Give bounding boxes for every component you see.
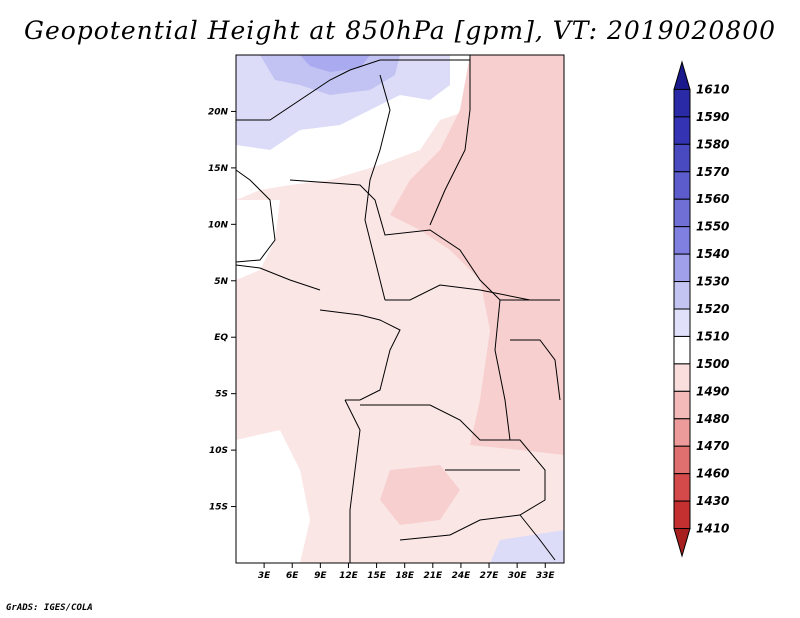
lon-label: 27E — [480, 571, 500, 581]
border-line — [510, 339, 561, 401]
colorbar-segment — [673, 143, 691, 173]
lat-label: 20N — [208, 107, 229, 117]
colorbar-segment — [673, 171, 691, 200]
colorbar-label: 1590 — [696, 110, 729, 124]
border-line — [429, 109, 471, 226]
colorbar-segment — [673, 473, 691, 502]
border-line — [235, 264, 321, 291]
colorbar-segment — [673, 88, 691, 118]
lat-label: EQ — [214, 333, 228, 343]
colorbar-label: 1510 — [696, 329, 729, 343]
lon-label: 3E — [258, 571, 271, 581]
colorbar-segment — [673, 226, 691, 255]
white-region-sw — [236, 430, 310, 563]
lon-label: 24E — [452, 571, 472, 581]
map-frame — [235, 54, 565, 564]
lon-label: 6E — [286, 571, 299, 581]
colorbar-segment — [673, 281, 691, 310]
colorbar-label: 1490 — [696, 384, 729, 398]
pink-region-east — [390, 55, 564, 455]
border-line — [360, 404, 546, 541]
colorbar-label: 1470 — [696, 439, 729, 453]
lat-label: 10S — [209, 446, 228, 456]
colorbar-segment — [673, 198, 691, 228]
border-line — [319, 309, 401, 401]
lon-label: 30E — [508, 571, 528, 581]
map-title: Geopotential Height at 850hPa [gpm], VT:… — [23, 16, 777, 45]
colorbar-segment — [673, 60, 691, 90]
latitude-axis: 20N 15N 10N 5N EQ 5S 10S 15S — [208, 107, 236, 513]
colorbar-label: 1460 — [696, 467, 729, 481]
lon-label: 33E — [536, 571, 556, 581]
longitude-axis: 3E 6E 9E 12E 15E 18E 21E 24E 27E 30E 33E — [258, 563, 556, 581]
country-borders — [235, 55, 561, 563]
grads-credit: GrADS: IGES/COLA — [6, 603, 93, 613]
border-line — [344, 399, 361, 563]
colorbar-label: 1500 — [696, 357, 729, 371]
colorbar-label: 1410 — [696, 522, 729, 536]
colorbar-segment — [673, 116, 691, 145]
border-line — [236, 59, 470, 121]
colorbar-label: 1570 — [696, 165, 729, 179]
border-line — [494, 299, 511, 441]
border-line — [364, 74, 391, 301]
lat-label: 15S — [209, 503, 228, 513]
colorbar-segment — [673, 418, 691, 447]
border-line — [385, 284, 531, 301]
lon-label: 15E — [367, 571, 387, 581]
colorbar-label: 1540 — [696, 247, 729, 261]
colorbar: 1610 1590 1580 1570 1560 1550 1540 1530 1520 1510… — [673, 60, 729, 558]
colorbar-segment — [673, 308, 691, 337]
colorbar-segment — [673, 528, 691, 558]
border-line — [235, 169, 276, 263]
lat-label: 10N — [208, 220, 229, 230]
colorbar-segment — [673, 390, 691, 420]
lat-label: 15N — [208, 164, 229, 174]
border-line — [519, 514, 556, 561]
border-line — [289, 179, 560, 301]
colorbar-label: 1480 — [696, 412, 729, 426]
lat-label: 5N — [214, 277, 228, 287]
lon-label: 18E — [395, 571, 415, 581]
lon-label: 21E — [423, 571, 443, 581]
colorbar-segment — [673, 500, 691, 530]
blue-region-se — [490, 530, 564, 563]
colorbar-label: 1560 — [696, 192, 729, 206]
lon-label: 12E — [339, 571, 359, 581]
colorbar-segment — [673, 253, 691, 283]
colorbar-label: 1430 — [696, 494, 729, 508]
colorbar-label: 1550 — [696, 220, 729, 234]
lon-label: 9E — [314, 571, 327, 581]
colorbar-label: 1610 — [696, 82, 729, 96]
colorbar-label: 1580 — [696, 137, 729, 151]
blue-region-north-core — [300, 55, 370, 72]
geopotential-field — [236, 55, 564, 563]
colorbar-segment — [673, 335, 691, 365]
colorbar-label: 1520 — [696, 302, 729, 316]
pink-region-central — [380, 465, 460, 525]
colorbar-segment — [673, 445, 691, 475]
colorbar-label: 1530 — [696, 275, 729, 289]
white-region-west — [236, 200, 280, 280]
colorbar-segment — [673, 363, 691, 392]
lat-label: 5S — [215, 390, 228, 400]
